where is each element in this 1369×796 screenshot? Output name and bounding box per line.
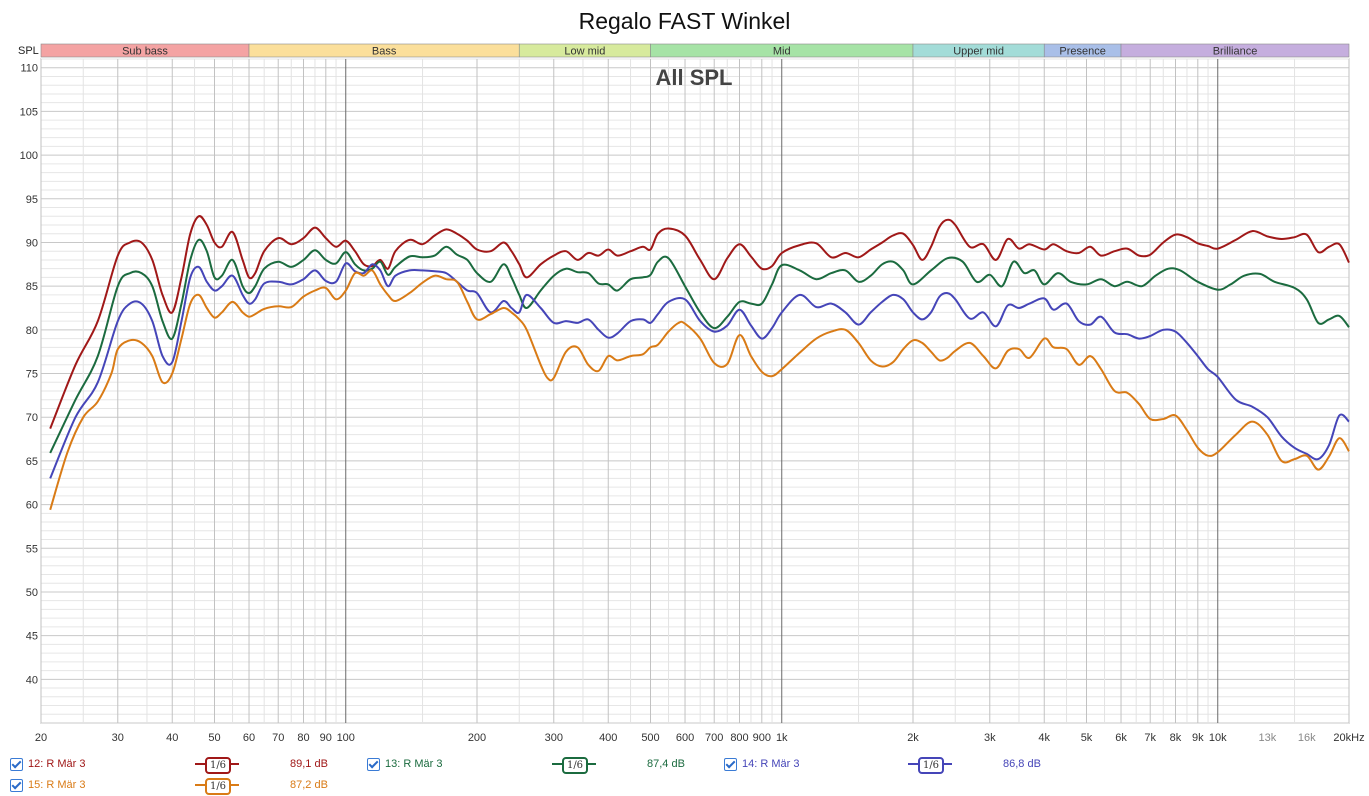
- x-tick-label: 500: [641, 732, 659, 744]
- legend-series-name: 13: R Mär 3: [385, 758, 443, 770]
- x-tick-label: 30: [112, 732, 124, 744]
- x-tick-label: 3k: [984, 732, 996, 744]
- legend-level-value: 87,4 dB: [647, 758, 685, 770]
- band-label: Brilliance: [1213, 46, 1258, 58]
- band-label: Sub bass: [122, 46, 168, 58]
- legend-series-name: 15: R Mär 3: [28, 779, 86, 791]
- x-tick-label: 300: [545, 732, 563, 744]
- x-tick-label: 200: [468, 732, 486, 744]
- x-tick-label: 50: [208, 732, 220, 744]
- x-tick-label: 10k: [1209, 732, 1227, 744]
- y-tick-label: 55: [26, 543, 38, 555]
- x-tick-label: 40: [166, 732, 178, 744]
- x-tick-label: 800: [730, 732, 748, 744]
- y-tick-label: 45: [26, 631, 38, 643]
- legend-level-value: 87,2 dB: [290, 779, 328, 791]
- y-axis-label: SPL: [18, 45, 39, 57]
- y-tick-label: 40: [26, 674, 38, 686]
- x-tick-label: 400: [599, 732, 617, 744]
- x-tick-label: 9k: [1192, 732, 1204, 744]
- smoothing-button[interactable]: 1/6: [552, 756, 596, 774]
- x-tick-label: 20: [35, 732, 47, 744]
- smoothing-button[interactable]: 1/6: [195, 777, 239, 795]
- x-tick-label: 13k: [1259, 732, 1277, 744]
- smoothing-label: 1/6: [205, 757, 231, 774]
- series-line-4: [49, 269, 1350, 511]
- legend-entry: 13: R Mär 3 1/6 87,4 dB: [0, 755, 1369, 774]
- x-tick-label: 2k: [907, 732, 919, 744]
- legend-entry: 15: R Mär 3 1/6 87,2 dB: [0, 776, 1369, 795]
- x-tick-label: 8k: [1170, 732, 1182, 744]
- x-tick-label: 700: [705, 732, 723, 744]
- smoothing-label: 1/6: [205, 778, 231, 795]
- x-tick-label: 4k: [1038, 732, 1050, 744]
- y-tick-label: 50: [26, 587, 38, 599]
- x-tick-label: 90: [320, 732, 332, 744]
- series-line-2: [49, 238, 1350, 454]
- y-tick-label: 110: [20, 63, 38, 75]
- y-tick-label: 75: [26, 369, 38, 381]
- band-label: Bass: [372, 46, 397, 58]
- x-tick-label: 80: [297, 732, 309, 744]
- y-tick-label: 85: [26, 281, 38, 293]
- series-checkbox[interactable]: [367, 758, 380, 771]
- band-label: Upper mid: [953, 46, 1004, 58]
- series-checkbox[interactable]: [10, 779, 23, 792]
- legend-level-value: 89,1 dB: [290, 758, 328, 770]
- spl-chart: SPL Sub bass Bass Low mid Mid Upper mid Presen…: [18, 43, 1365, 744]
- x-tick-label: 16k: [1298, 732, 1316, 744]
- y-tick-label: 60: [26, 500, 38, 512]
- x-tick-label: 6k: [1115, 732, 1127, 744]
- y-tick-label: 70: [26, 412, 38, 424]
- x-tick-label: 5k: [1081, 732, 1093, 744]
- x-tick-label: 7k: [1144, 732, 1156, 744]
- x-tick-label: 1k: [776, 732, 788, 744]
- series-checkbox[interactable]: [10, 758, 23, 771]
- smoothing-label: 1/6: [918, 757, 944, 774]
- smoothing-button[interactable]: 1/6: [195, 756, 239, 774]
- y-tick-label: 65: [26, 456, 38, 468]
- x-tick-label: 100: [337, 732, 355, 744]
- y-tick-label: 90: [26, 237, 38, 249]
- legend-series-name: 12: R Mär 3: [28, 758, 86, 770]
- smoothing-button[interactable]: 1/6: [908, 756, 952, 774]
- band-label: Mid: [773, 46, 791, 58]
- y-tick-label: 95: [26, 194, 38, 206]
- band-label: Low mid: [564, 46, 605, 58]
- legend-level-value: 86,8 dB: [1003, 758, 1041, 770]
- series-line-3: [49, 262, 1350, 479]
- legend-entry: 14: R Mär 3 1/6 86,8 dB: [0, 755, 1369, 774]
- smoothing-label: 1/6: [562, 757, 588, 774]
- chart-title: Regalo FAST Winkel: [578, 8, 791, 34]
- legend: 12: R Mär 3 1/6 89,1 dB 13: R Mär 3 1/6 87,4 …: [0, 752, 1369, 796]
- band-brilliance: [1120, 43, 1350, 58]
- y-tick-label: 105: [20, 106, 38, 118]
- x-tick-label: 70: [272, 732, 284, 744]
- watermark-label: All SPL: [655, 65, 732, 90]
- y-tick-label: 80: [26, 325, 38, 337]
- band-label: Presence: [1059, 46, 1105, 58]
- x-tick-label: 20kHz: [1333, 732, 1364, 744]
- series-checkbox[interactable]: [724, 758, 737, 771]
- x-tick-label: 900: [753, 732, 771, 744]
- y-tick-label: 100: [20, 150, 38, 162]
- legend-series-name: 14: R Mär 3: [742, 758, 800, 770]
- x-tick-label: 60: [243, 732, 255, 744]
- legend-entry: 12: R Mär 3 1/6 89,1 dB: [0, 755, 1369, 774]
- x-tick-label: 600: [676, 732, 694, 744]
- series-line-1: [49, 215, 1350, 429]
